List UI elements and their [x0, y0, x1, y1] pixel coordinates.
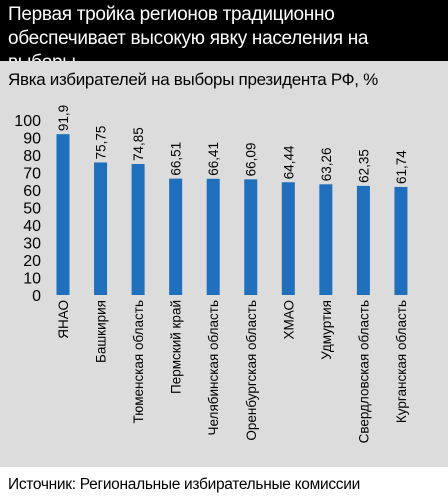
category-label: Курганская область: [394, 300, 409, 423]
y-tick-label: 10: [23, 271, 41, 288]
y-tick-label: 50: [23, 201, 41, 218]
category-label: ЯНАО: [56, 300, 71, 339]
value-label: 63,26: [319, 147, 334, 181]
chart-header: Первая тройка регионов традиционно обесп…: [0, 0, 448, 73]
bar: [131, 164, 145, 295]
value-label: 75,75: [94, 126, 109, 160]
value-labels-group: 91,9 75,75 74,85 66,51 66,41 66,09 64,44 63,26 6…: [56, 105, 409, 184]
chart-title: Первая тройка регионов традиционно обесп…: [8, 4, 369, 73]
chart-subtitle: Явка избирателей на выборы президента РФ…: [8, 70, 378, 89]
y-tick-label: 30: [23, 236, 41, 253]
value-label: 74,85: [131, 127, 146, 161]
value-label: 66,09: [244, 143, 259, 177]
bar: [394, 186, 408, 295]
y-tick-label: 90: [23, 131, 41, 148]
category-label: Башкирия: [94, 300, 109, 363]
value-label: 91,9: [56, 105, 71, 131]
category-labels-group: ЯНАО Башкирия Тюменская область Пермский кр…: [56, 300, 409, 443]
bar: [94, 162, 108, 295]
value-label: 61,74: [394, 150, 409, 184]
bar: [356, 185, 370, 295]
category-label: Оренбургская область: [244, 300, 259, 441]
value-label: 66,51: [169, 142, 184, 176]
y-tick-label: 0: [32, 288, 41, 305]
y-tick-label: 20: [23, 253, 41, 270]
y-tick-label: 80: [23, 148, 41, 165]
source-note: Источник: Региональные избирательные ком…: [8, 476, 360, 493]
chart-panel: [0, 61, 448, 467]
category-label: ХМАО: [281, 300, 296, 339]
bar: [319, 184, 333, 295]
value-label: 66,41: [206, 142, 221, 176]
y-tick-label: 40: [23, 218, 41, 235]
value-label: 64,44: [281, 145, 296, 179]
category-label: Удмуртия: [319, 300, 334, 360]
category-label: Пермский край: [169, 300, 184, 394]
value-label: 62,35: [356, 149, 371, 183]
bar: [206, 178, 220, 295]
category-label: Тюменская область: [131, 300, 146, 423]
category-label: Челябинская область: [206, 300, 221, 435]
bar: [281, 182, 295, 295]
bar: [169, 178, 183, 295]
bars-group: [56, 134, 408, 295]
y-tick-label: 100: [14, 113, 41, 130]
category-label: Свердловская область: [356, 300, 371, 443]
bar: [244, 179, 258, 295]
y-tick-label: 70: [23, 166, 41, 183]
bar: [56, 134, 70, 295]
y-tick-label: 60: [23, 183, 41, 200]
